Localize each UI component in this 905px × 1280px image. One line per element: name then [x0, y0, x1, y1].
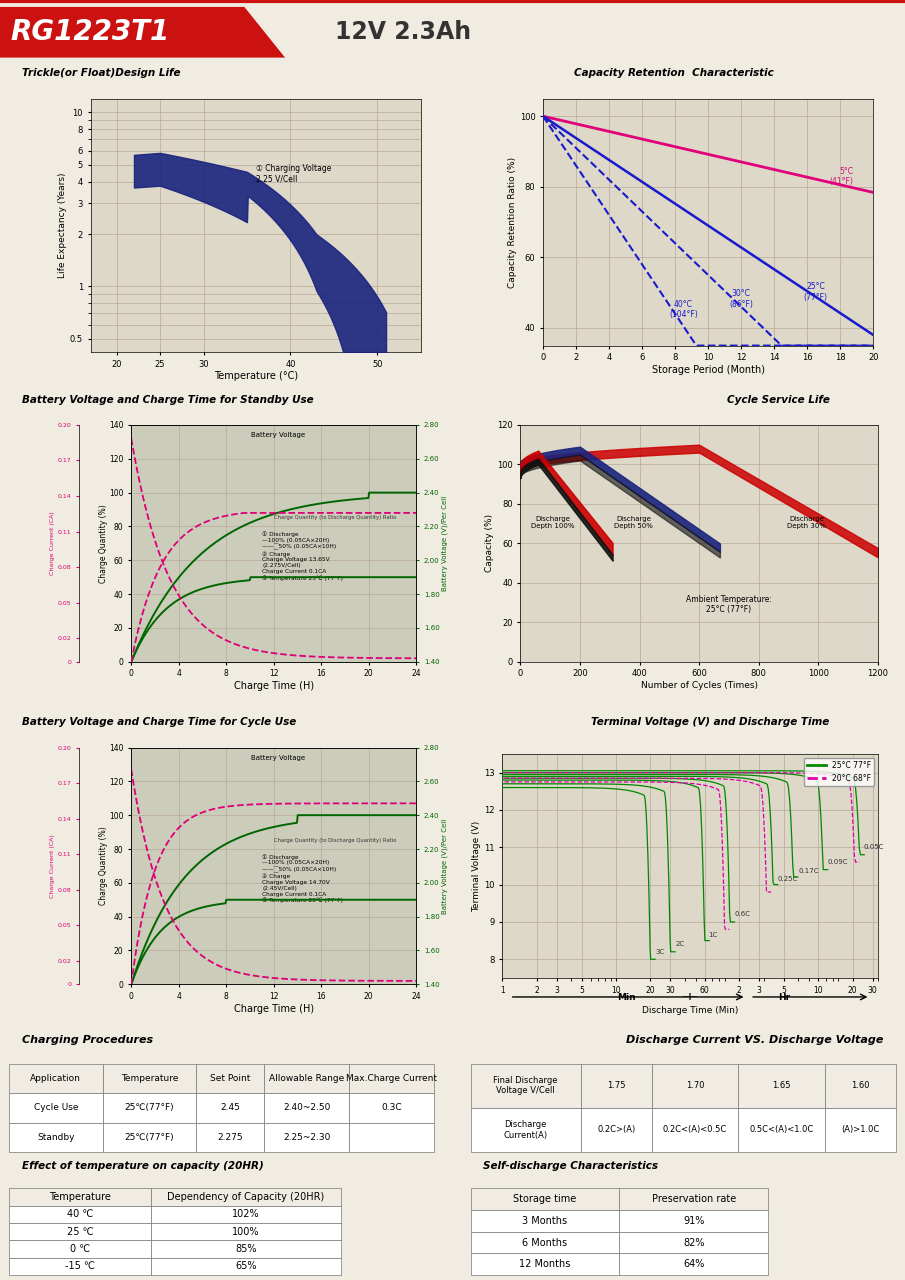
Text: 0.05C: 0.05C: [863, 844, 884, 850]
Text: Discharge
Depth 30%: Discharge Depth 30%: [786, 516, 826, 529]
Text: 0.6C: 0.6C: [735, 911, 750, 918]
Y-axis label: Life Expectancy (Years): Life Expectancy (Years): [58, 173, 67, 278]
Text: ① Charging Voltage
2.25 V/Cell: ① Charging Voltage 2.25 V/Cell: [255, 164, 331, 184]
Text: Trickle(or Float)Design Life: Trickle(or Float)Design Life: [22, 68, 180, 78]
Text: 25°C
(77°F): 25°C (77°F): [804, 283, 827, 302]
Text: Effect of temperature on capacity (20HR): Effect of temperature on capacity (20HR): [22, 1161, 263, 1171]
Text: Discharge Time (Min): Discharge Time (Min): [642, 1006, 738, 1015]
Text: ① Discharge
—100% (0.05CA×20H)
——⁐50% (0.05CA×10H)
② Charge
Charge Voltage 14.70: ① Discharge —100% (0.05CA×20H) ——⁐50% (0…: [262, 854, 343, 904]
Text: ① Discharge
—100% (0.05CA×20H)
——⁐50% (0.05CA×10H)
② Charge
Charge Voltage 13.65: ① Discharge —100% (0.05CA×20H) ——⁐50% (0…: [262, 531, 343, 581]
Text: Min: Min: [617, 993, 635, 1002]
Text: Self-discharge Characteristics: Self-discharge Characteristics: [483, 1161, 658, 1171]
Text: RG1223T1: RG1223T1: [11, 18, 170, 46]
Text: 3C: 3C: [655, 948, 664, 955]
Y-axis label: Charge Quantity (%): Charge Quantity (%): [99, 827, 108, 905]
Text: Battery Voltage: Battery Voltage: [251, 755, 305, 760]
Text: 0.09C: 0.09C: [827, 859, 848, 865]
Text: Charge Quantity (to Discharge Quantity) Ratio: Charge Quantity (to Discharge Quantity) …: [273, 837, 396, 842]
Polygon shape: [0, 6, 285, 58]
X-axis label: Number of Cycles (Times): Number of Cycles (Times): [641, 681, 757, 690]
X-axis label: Charge Time (H): Charge Time (H): [233, 1004, 314, 1014]
Text: 1C: 1C: [709, 932, 718, 938]
Text: Ambient Temperature:
25°C (77°F): Ambient Temperature: 25°C (77°F): [686, 595, 772, 614]
Text: 30°C
(86°F): 30°C (86°F): [729, 289, 753, 308]
Text: Hr: Hr: [778, 993, 790, 1002]
Legend: 25°C 77°F, 20°C 68°F: 25°C 77°F, 20°C 68°F: [804, 758, 874, 786]
Text: 12V 2.3Ah: 12V 2.3Ah: [335, 20, 471, 45]
Text: 5°C
(41°F): 5°C (41°F): [830, 166, 853, 186]
X-axis label: Temperature (°C): Temperature (°C): [214, 371, 298, 381]
Text: 40°C
(104°F): 40°C (104°F): [669, 300, 698, 320]
Text: ⊣⊢: ⊣⊢: [681, 992, 699, 1002]
Text: Discharge Current VS. Discharge Voltage: Discharge Current VS. Discharge Voltage: [626, 1036, 883, 1046]
Text: 2C: 2C: [675, 941, 684, 947]
Y-axis label: Battery Voltage (V)/Per Cell: Battery Voltage (V)/Per Cell: [441, 818, 448, 914]
Text: Battery Voltage: Battery Voltage: [251, 433, 305, 438]
Text: Battery Voltage and Charge Time for Standby Use: Battery Voltage and Charge Time for Stan…: [22, 394, 313, 404]
Y-axis label: Charge Current (CA): Charge Current (CA): [50, 835, 54, 897]
Text: Charge Quantity (to Discharge Quantity) Ratio: Charge Quantity (to Discharge Quantity) …: [273, 515, 396, 520]
Text: Cycle Service Life: Cycle Service Life: [727, 394, 829, 404]
Y-axis label: Battery Voltage (V)/Per Cell: Battery Voltage (V)/Per Cell: [441, 495, 448, 591]
Y-axis label: Capacity Retention Ratio (%): Capacity Retention Ratio (%): [508, 156, 517, 288]
Text: Discharge
Depth 100%: Discharge Depth 100%: [531, 516, 575, 529]
X-axis label: Storage Period (Month): Storage Period (Month): [652, 365, 765, 375]
Text: Charging Procedures: Charging Procedures: [22, 1036, 153, 1046]
Y-axis label: Charge Current (CA): Charge Current (CA): [50, 512, 54, 575]
Y-axis label: Terminal Voltage (V): Terminal Voltage (V): [472, 820, 481, 911]
Text: Battery Voltage and Charge Time for Cycle Use: Battery Voltage and Charge Time for Cycl…: [22, 717, 296, 727]
Text: 0.17C: 0.17C: [798, 868, 819, 874]
Text: Terminal Voltage (V) and Discharge Time: Terminal Voltage (V) and Discharge Time: [591, 717, 829, 727]
Y-axis label: Charge Quantity (%): Charge Quantity (%): [99, 504, 108, 582]
Y-axis label: Capacity (%): Capacity (%): [485, 515, 494, 572]
Text: Capacity Retention  Characteristic: Capacity Retention Characteristic: [575, 68, 774, 78]
X-axis label: Charge Time (H): Charge Time (H): [233, 681, 314, 691]
Text: Discharge
Depth 50%: Discharge Depth 50%: [614, 516, 653, 529]
Text: 0.25C: 0.25C: [777, 876, 797, 882]
